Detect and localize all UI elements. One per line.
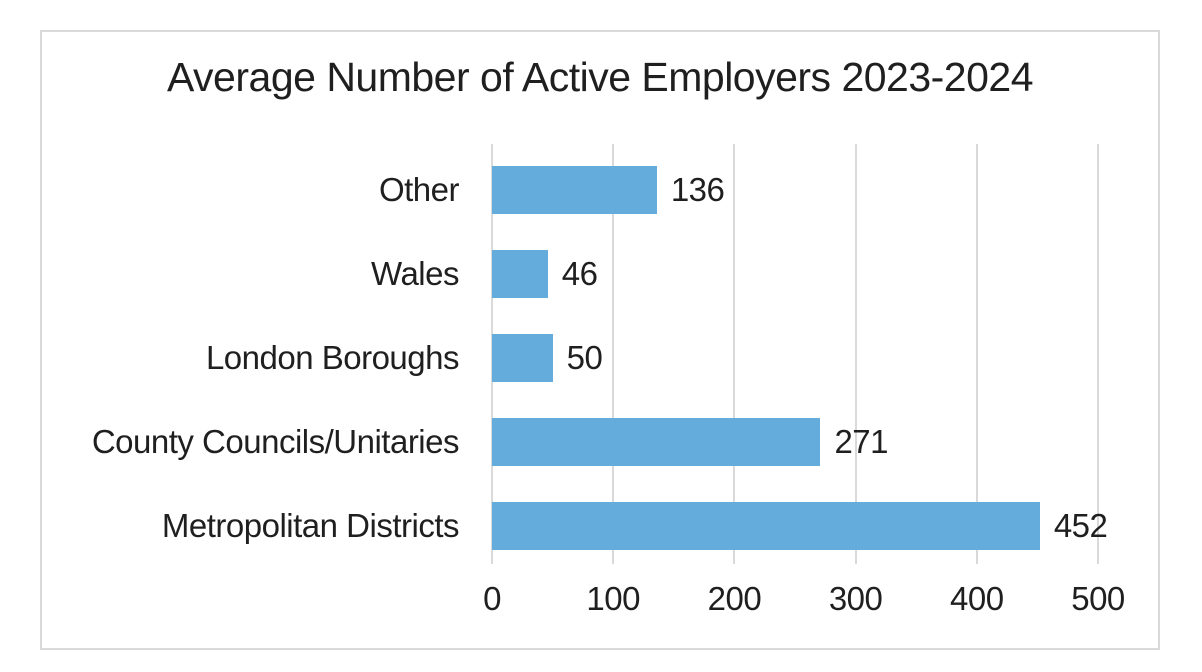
bar [492,502,1040,550]
chart-frame: Average Number of Active Employers 2023-… [40,30,1160,650]
bar-row: London Boroughs 50 [42,316,1098,400]
bar-rows: Other 136 Wales 46 London Boroughs 50 Co… [42,148,1108,568]
chart-title: Average Number of Active Employers 2023-… [166,54,1034,100]
bar [492,418,821,466]
bar-zone: 136 [492,148,1098,232]
bar-zone: 50 [492,316,1098,400]
bar-zone: 452 [492,484,1108,568]
category-label: London Boroughs [205,339,460,376]
gridline [1097,144,1099,564]
bar [492,250,548,298]
category-label: Wales [371,255,459,292]
gridline [854,144,857,564]
x-tick-label: 300 [828,580,883,617]
x-tick-label: 500 [1071,580,1125,617]
bar-row: Metropolitan Districts 452 [42,484,1108,568]
value-label: 452 [1053,507,1108,544]
bar [492,166,657,214]
gridline [733,144,736,564]
category-label: Metropolitan Districts [161,507,460,544]
bar-row: County Councils/Unitaries 271 [42,400,1098,484]
value-label: 136 [670,171,725,208]
category-label: Other [378,171,460,208]
value-label: 271 [834,423,888,460]
bar-zone: 46 [492,232,1098,316]
x-tick-label: 200 [707,580,762,617]
x-tick-label: 0 [483,580,501,617]
bar-zone: 271 [492,400,1098,484]
bar [492,334,553,382]
bar-row: Wales 46 [42,232,1098,316]
gridline [612,144,615,564]
gridline [975,144,978,564]
value-label: 46 [561,255,598,292]
value-label: 50 [566,339,603,376]
category-label: County Councils/Unitaries [91,423,460,460]
x-tick-label: 400 [950,580,1004,617]
bar-row: Other 136 [42,148,1098,232]
x-axis: 0 100 200 300 400 500 [483,580,1125,624]
x-tick-label: 100 [586,580,640,617]
